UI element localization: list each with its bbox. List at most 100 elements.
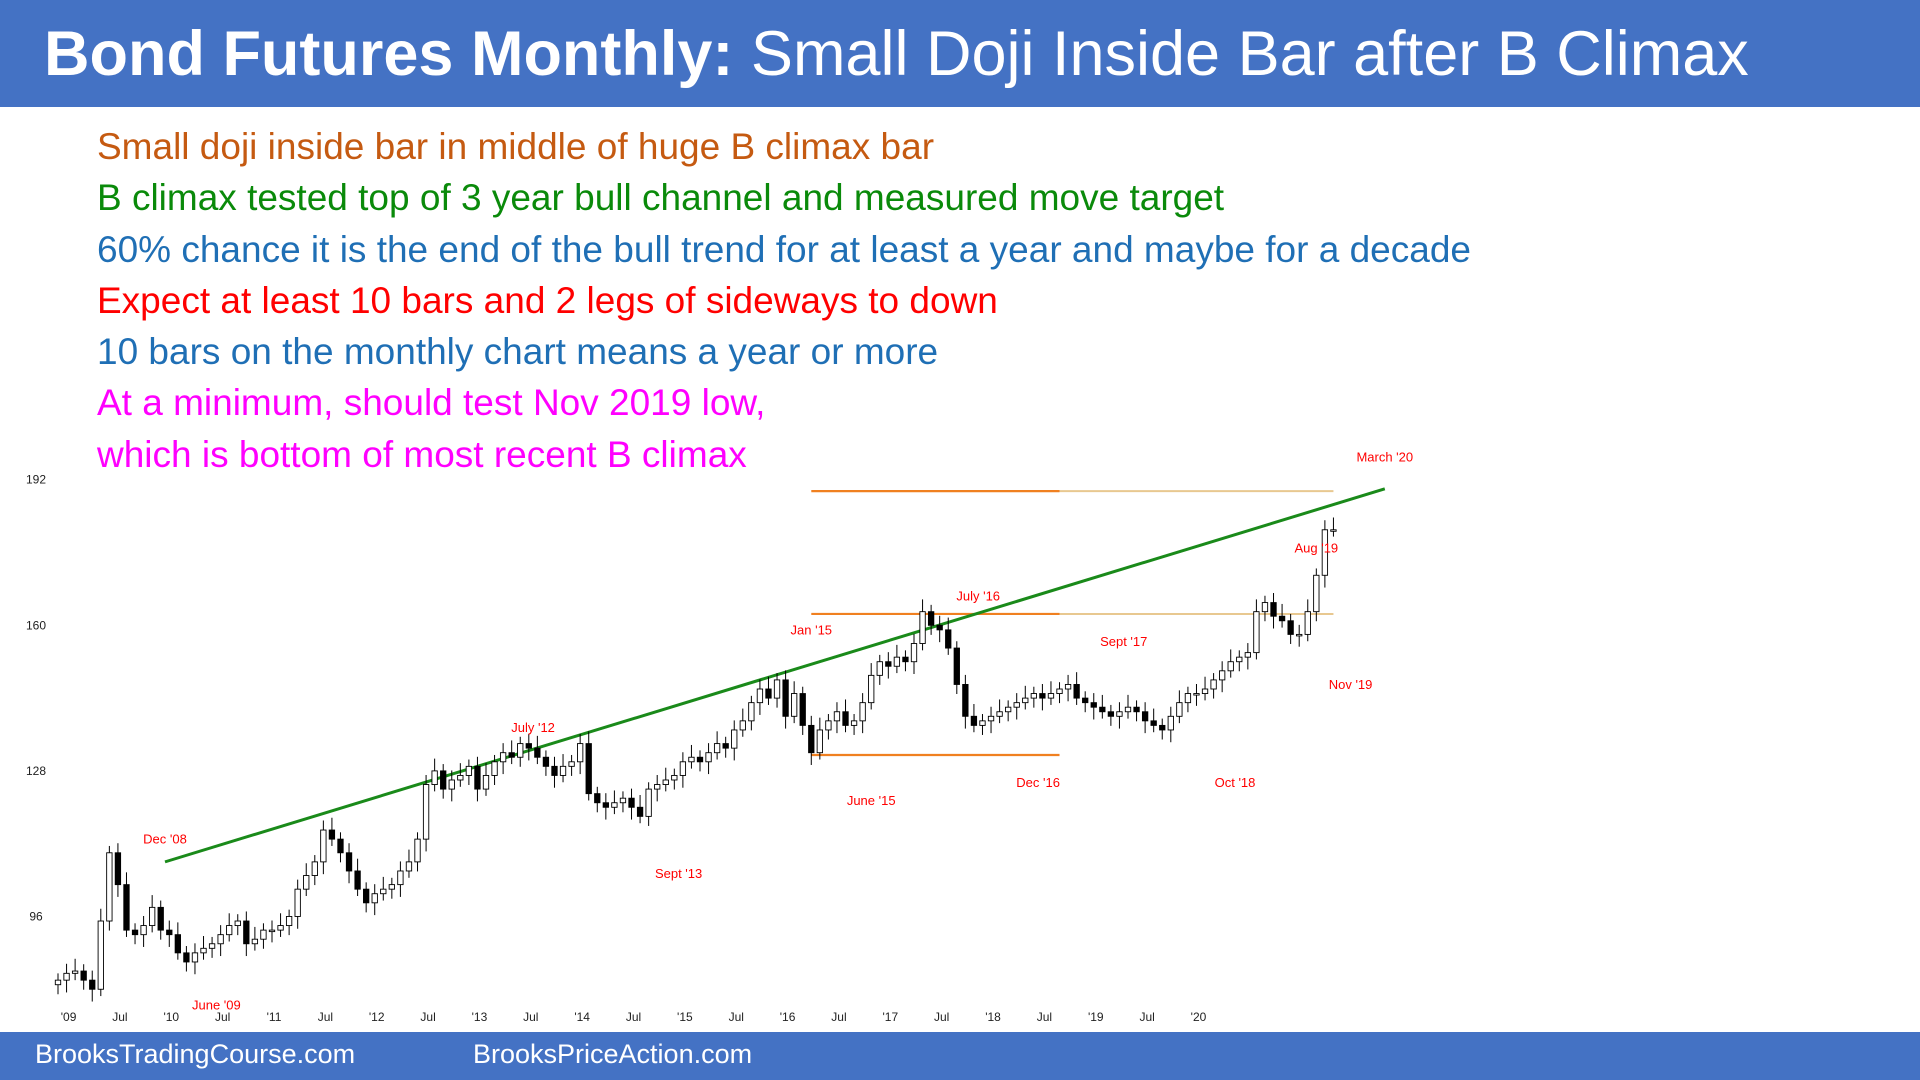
candle-body (1082, 697, 1089, 704)
candle-body (1313, 574, 1320, 613)
candle (1270, 593, 1277, 629)
page-title: Bond Futures Monthly: Small Doji Inside … (44, 14, 1749, 94)
candle-body (191, 952, 199, 963)
candle (474, 756, 481, 802)
candle (962, 674, 969, 729)
candle-body (902, 656, 909, 663)
candle-body (1013, 702, 1020, 708)
candle-body (833, 711, 841, 722)
candle (945, 617, 952, 655)
note-line: Expect at least 10 bars and 2 legs of si… (97, 279, 998, 321)
chart-annotation: Jan '15 (791, 622, 833, 637)
y-tick-label: 96 (29, 909, 43, 923)
candle-body (354, 870, 361, 890)
candle-body (174, 934, 181, 954)
candle-body (320, 829, 327, 863)
x-tick-label: '10 (163, 1010, 179, 1024)
candle (979, 714, 986, 735)
candle-body (1201, 688, 1209, 695)
x-tick-label: '13 (472, 1010, 488, 1024)
candle-body (1296, 633, 1303, 637)
candle-body (748, 702, 755, 722)
candle (859, 693, 866, 734)
candle (1056, 682, 1063, 704)
candle (525, 734, 532, 761)
chart-annotation: Sept '17 (1100, 634, 1147, 649)
candle-body (474, 765, 481, 790)
note-line: B climax tested top of 3 year bull chann… (97, 177, 1225, 219)
footer-right-link[interactable]: BrooksPriceAction.com (473, 1039, 753, 1069)
title-rest: Small Doji Inside Bar after B Climax (750, 19, 1749, 89)
candle (397, 861, 404, 897)
candle (157, 900, 164, 940)
candle (320, 820, 327, 875)
candle (1253, 599, 1260, 660)
candle-body (1159, 724, 1166, 731)
candle-body (602, 802, 609, 808)
candle (885, 652, 892, 679)
candle-body (54, 979, 62, 986)
candle-body (1005, 706, 1012, 713)
candle (457, 763, 464, 787)
candle (705, 743, 712, 775)
candle (1082, 691, 1089, 713)
candle-body (1090, 702, 1097, 708)
candle-body (739, 720, 746, 731)
y-tick-label: 192 (26, 473, 46, 487)
note-line: Small doji inside bar in middle of huge … (97, 126, 935, 167)
x-tick-label: '09 (61, 1010, 77, 1024)
candle (1124, 694, 1132, 719)
candle (114, 843, 122, 897)
candle (756, 679, 764, 715)
candle-body (208, 943, 216, 949)
candle-body (765, 688, 772, 699)
candle (893, 644, 901, 674)
candle (517, 736, 524, 767)
candle-body (1304, 611, 1311, 635)
candle-body (936, 624, 943, 631)
candle (671, 768, 678, 790)
candle-body (534, 747, 541, 758)
candle-body (1270, 602, 1277, 617)
candle-body (850, 720, 858, 726)
candle (405, 849, 413, 878)
candle (619, 791, 627, 813)
candle (876, 654, 883, 685)
y-tick-label: 128 (26, 764, 46, 778)
candle-body (919, 611, 926, 644)
candle-body (397, 870, 404, 886)
candle (953, 641, 960, 695)
candle (337, 832, 344, 863)
candle (611, 790, 618, 815)
x-tick-label: Jul (420, 1010, 435, 1024)
candle (371, 884, 378, 916)
candle-body (465, 765, 473, 776)
candle (910, 633, 918, 674)
note-line: which is bottom of most recent B climax (97, 433, 747, 475)
x-tick-label: '12 (369, 1010, 385, 1024)
note-line: At a minimum, should test Nov 2019 low, (97, 382, 766, 424)
candle-body (970, 715, 978, 726)
candle-body (380, 888, 387, 895)
candle (816, 717, 823, 760)
candle-body (303, 875, 310, 890)
candle (825, 714, 832, 740)
candle-body (585, 743, 592, 795)
candle-body (345, 852, 353, 872)
chart-annotation: Dec '08 (143, 832, 187, 847)
candle (628, 788, 635, 820)
x-tick-label: Jul (831, 1010, 846, 1024)
footer-left-link[interactable]: BrooksTradingCourse.com (35, 1039, 356, 1069)
candle (1064, 674, 1072, 702)
candle-body (1244, 652, 1251, 658)
x-tick-label: Jul (1037, 1010, 1052, 1024)
candle-body (499, 752, 507, 763)
candle-body (1167, 715, 1174, 731)
candle (422, 774, 430, 852)
candle (508, 740, 515, 765)
candle (791, 681, 798, 724)
candle (54, 973, 62, 995)
candle (1167, 706, 1174, 743)
candle (731, 720, 738, 761)
candle-body (568, 761, 575, 767)
